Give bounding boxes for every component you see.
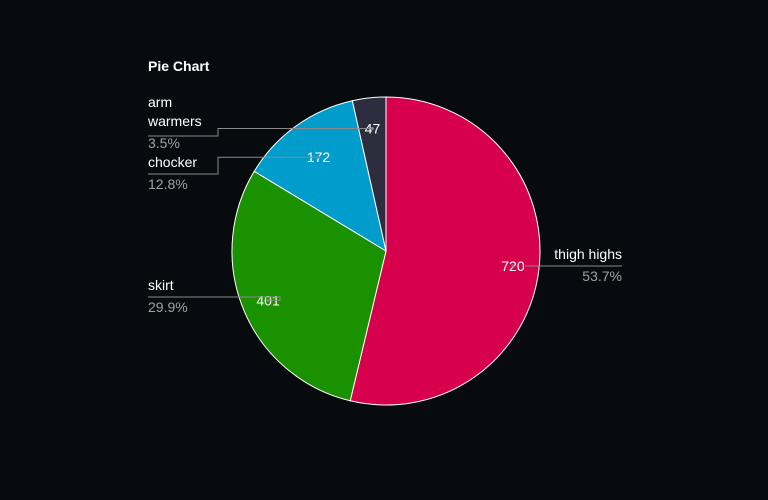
leader-dot-chocker (317, 155, 321, 159)
chart-title: Pie Chart (148, 58, 210, 74)
category-label-chocker: chocker (148, 154, 197, 170)
leader-dot-skirt (266, 298, 270, 302)
percent-label-arm-warmers: 3.5% (148, 135, 180, 151)
leader-line-arm-warmers (148, 128, 373, 137)
category-label-thigh-highs: thigh highs (554, 246, 622, 262)
leader-dot-thigh-highs (511, 264, 515, 268)
percent-label-thigh-highs: 53.7% (582, 268, 622, 284)
leader-dot-arm-warmers (370, 127, 374, 131)
percent-label-skirt: 29.9% (148, 299, 188, 315)
pie-slice-arm-warmers[interactable] (351, 96, 387, 252)
category-label-arm-warmers: arm warmers (147, 94, 202, 129)
leader-line-chocker (148, 156, 319, 175)
leader-line-skirt (148, 296, 281, 301)
pie-slice-skirt[interactable] (231, 170, 387, 402)
pie-slice-chocker[interactable] (253, 100, 387, 253)
pie-slice-thigh-highs[interactable] (349, 96, 541, 406)
percent-label-chocker: 12.8% (148, 176, 188, 192)
category-label-skirt: skirt (148, 277, 174, 293)
